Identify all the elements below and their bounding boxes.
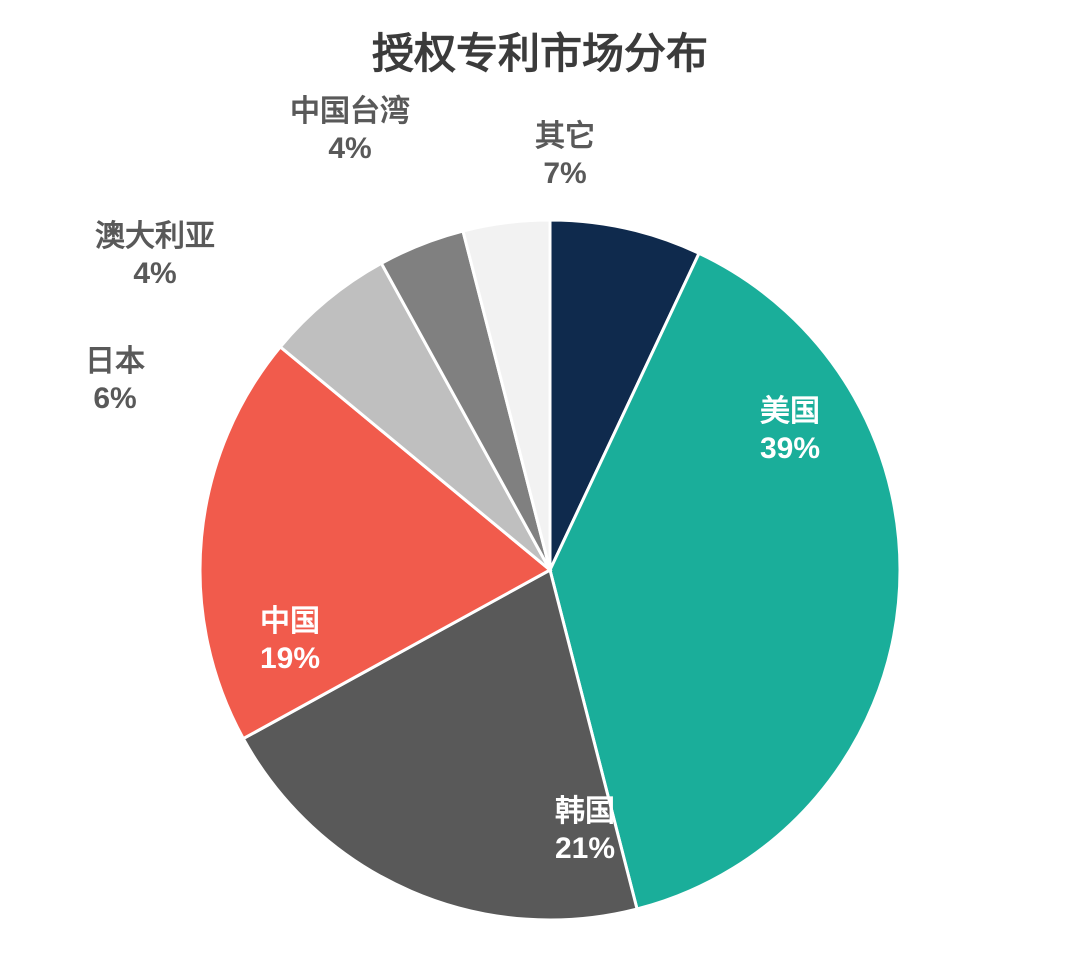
slice-percent: 21% (555, 830, 615, 868)
slice-name: 美国 (760, 393, 820, 431)
pie-slice-label: 日本6% (85, 343, 145, 418)
slice-name: 中国台湾 (290, 93, 410, 131)
pie-slice-label: 中国19% (260, 603, 320, 678)
slice-percent: 4% (290, 130, 410, 168)
pie-slice-label: 其它7% (535, 118, 595, 193)
chart-container: 授权专利市场分布 其它7%美国39%韩国21%中国19%日本6%澳大利亚4%中国… (0, 0, 1080, 978)
slice-percent: 7% (535, 155, 595, 193)
slice-name: 其它 (535, 118, 595, 156)
slice-name: 澳大利亚 (95, 218, 215, 256)
pie-slice-label: 美国39% (760, 393, 820, 468)
pie-slice-label: 韩国21% (555, 793, 615, 868)
pie-slice-label: 中国台湾4% (290, 93, 410, 168)
slice-name: 日本 (85, 343, 145, 381)
slice-percent: 39% (760, 430, 820, 468)
slice-percent: 6% (85, 380, 145, 418)
pie-slice-label: 澳大利亚4% (95, 218, 215, 293)
slice-percent: 19% (260, 640, 320, 678)
slice-name: 韩国 (555, 793, 615, 831)
slice-percent: 4% (95, 255, 215, 293)
slice-name: 中国 (260, 603, 320, 641)
